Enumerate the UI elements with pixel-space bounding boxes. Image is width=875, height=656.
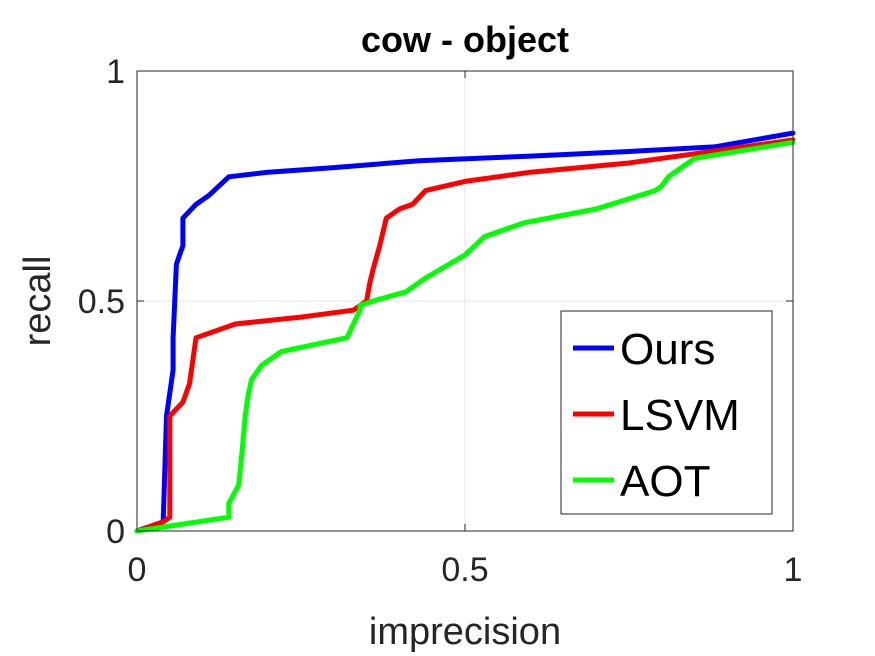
series-line-lsvm — [134, 137, 796, 534]
legend: Ours LSVM AOT — [560, 310, 773, 515]
series-layer — [134, 130, 796, 534]
x-tick-label: 0 — [128, 551, 147, 589]
ticks: 0 0.5 1 0 0.5 1 — [78, 53, 803, 589]
y-axis-label: recall — [17, 256, 59, 347]
legend-label-ours: Ours — [620, 325, 715, 374]
x-axis-label: imprecision — [369, 611, 561, 653]
chart-title: cow - object — [361, 19, 569, 60]
series-line-ours — [134, 130, 796, 534]
x-tick-label: 0.5 — [441, 551, 488, 589]
series-line-aot — [134, 139, 796, 534]
x-tick-label: 1 — [784, 551, 803, 589]
y-tick-label: 0 — [106, 513, 125, 551]
y-tick-label: 1 — [106, 53, 125, 91]
legend-label-aot: AOT — [620, 457, 710, 506]
y-tick-label: 0.5 — [78, 283, 125, 321]
legend-label-lsvm: LSVM — [620, 391, 740, 440]
